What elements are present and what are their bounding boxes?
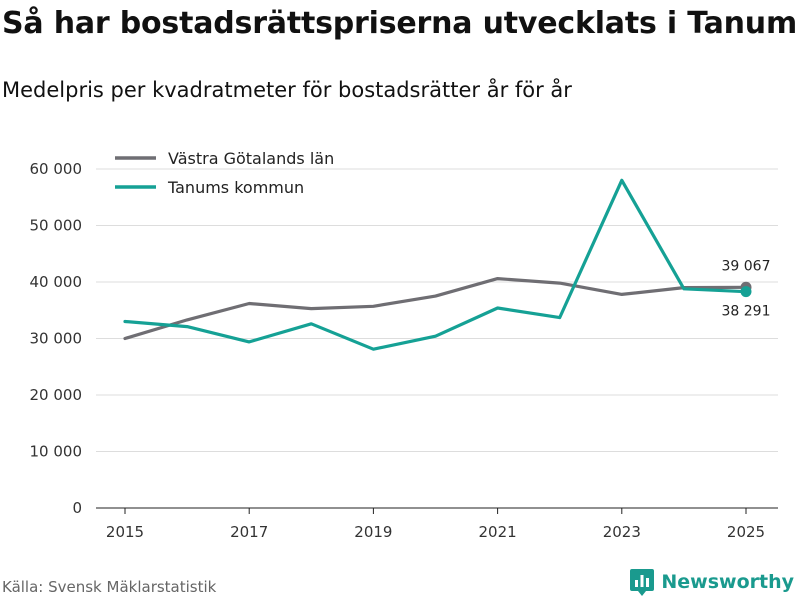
y-tick-label: 0 [72,499,82,517]
series-line-tanums-kommun [123,178,748,351]
end-marker-tanums-kommun [740,286,752,298]
newsworthy-logo: Newsworthy [629,567,794,597]
series-lines [123,178,752,351]
y-tick-label: 20 000 [30,386,83,404]
end-label-vastra-gotalands-lan: 39 067 [722,258,771,274]
x-tick-label: 2021 [479,523,517,541]
y-tick-label: 40 000 [30,273,83,291]
chart-subtitle: Medelpris per kvadratmeter för bostadsrä… [2,78,572,102]
x-tick-label: 2015 [106,523,144,541]
legend-label-tanums-kommun: Tanums kommun [167,178,304,197]
x-tick-label: 2017 [230,523,268,541]
end-label-tanums-kommun: 38 291 [722,304,771,320]
legend: Västra Götalands län Tanums kommun [115,149,334,197]
x-tick-label: 2025 [727,523,765,541]
y-tick-label: 60 000 [30,160,83,178]
series-line-vastra-gotalands-lan [123,277,748,341]
y-tick-label: 10 000 [30,443,83,461]
chart-title: Så har bostadsrättspriserna utvecklats i… [2,6,798,41]
bar-chart-icon [630,569,655,596]
y-tick-label: 30 000 [30,330,83,348]
legend-label-vastra-gotalands-lan: Västra Götalands län [168,149,334,168]
x-tick-label: 2023 [603,523,641,541]
axes: 0 10 000 20 000 30 000 40 000 50 000 60 000 201… [30,160,778,541]
grid-lines [96,168,778,452]
end-value-labels: 39 067 38 291 [722,258,771,319]
source-note: Källa: Svensk Mäklarstatistik [2,578,217,596]
y-tick-label: 50 000 [30,217,83,235]
x-tick-label: 2019 [354,523,392,541]
brand-name: Newsworthy [661,571,794,593]
